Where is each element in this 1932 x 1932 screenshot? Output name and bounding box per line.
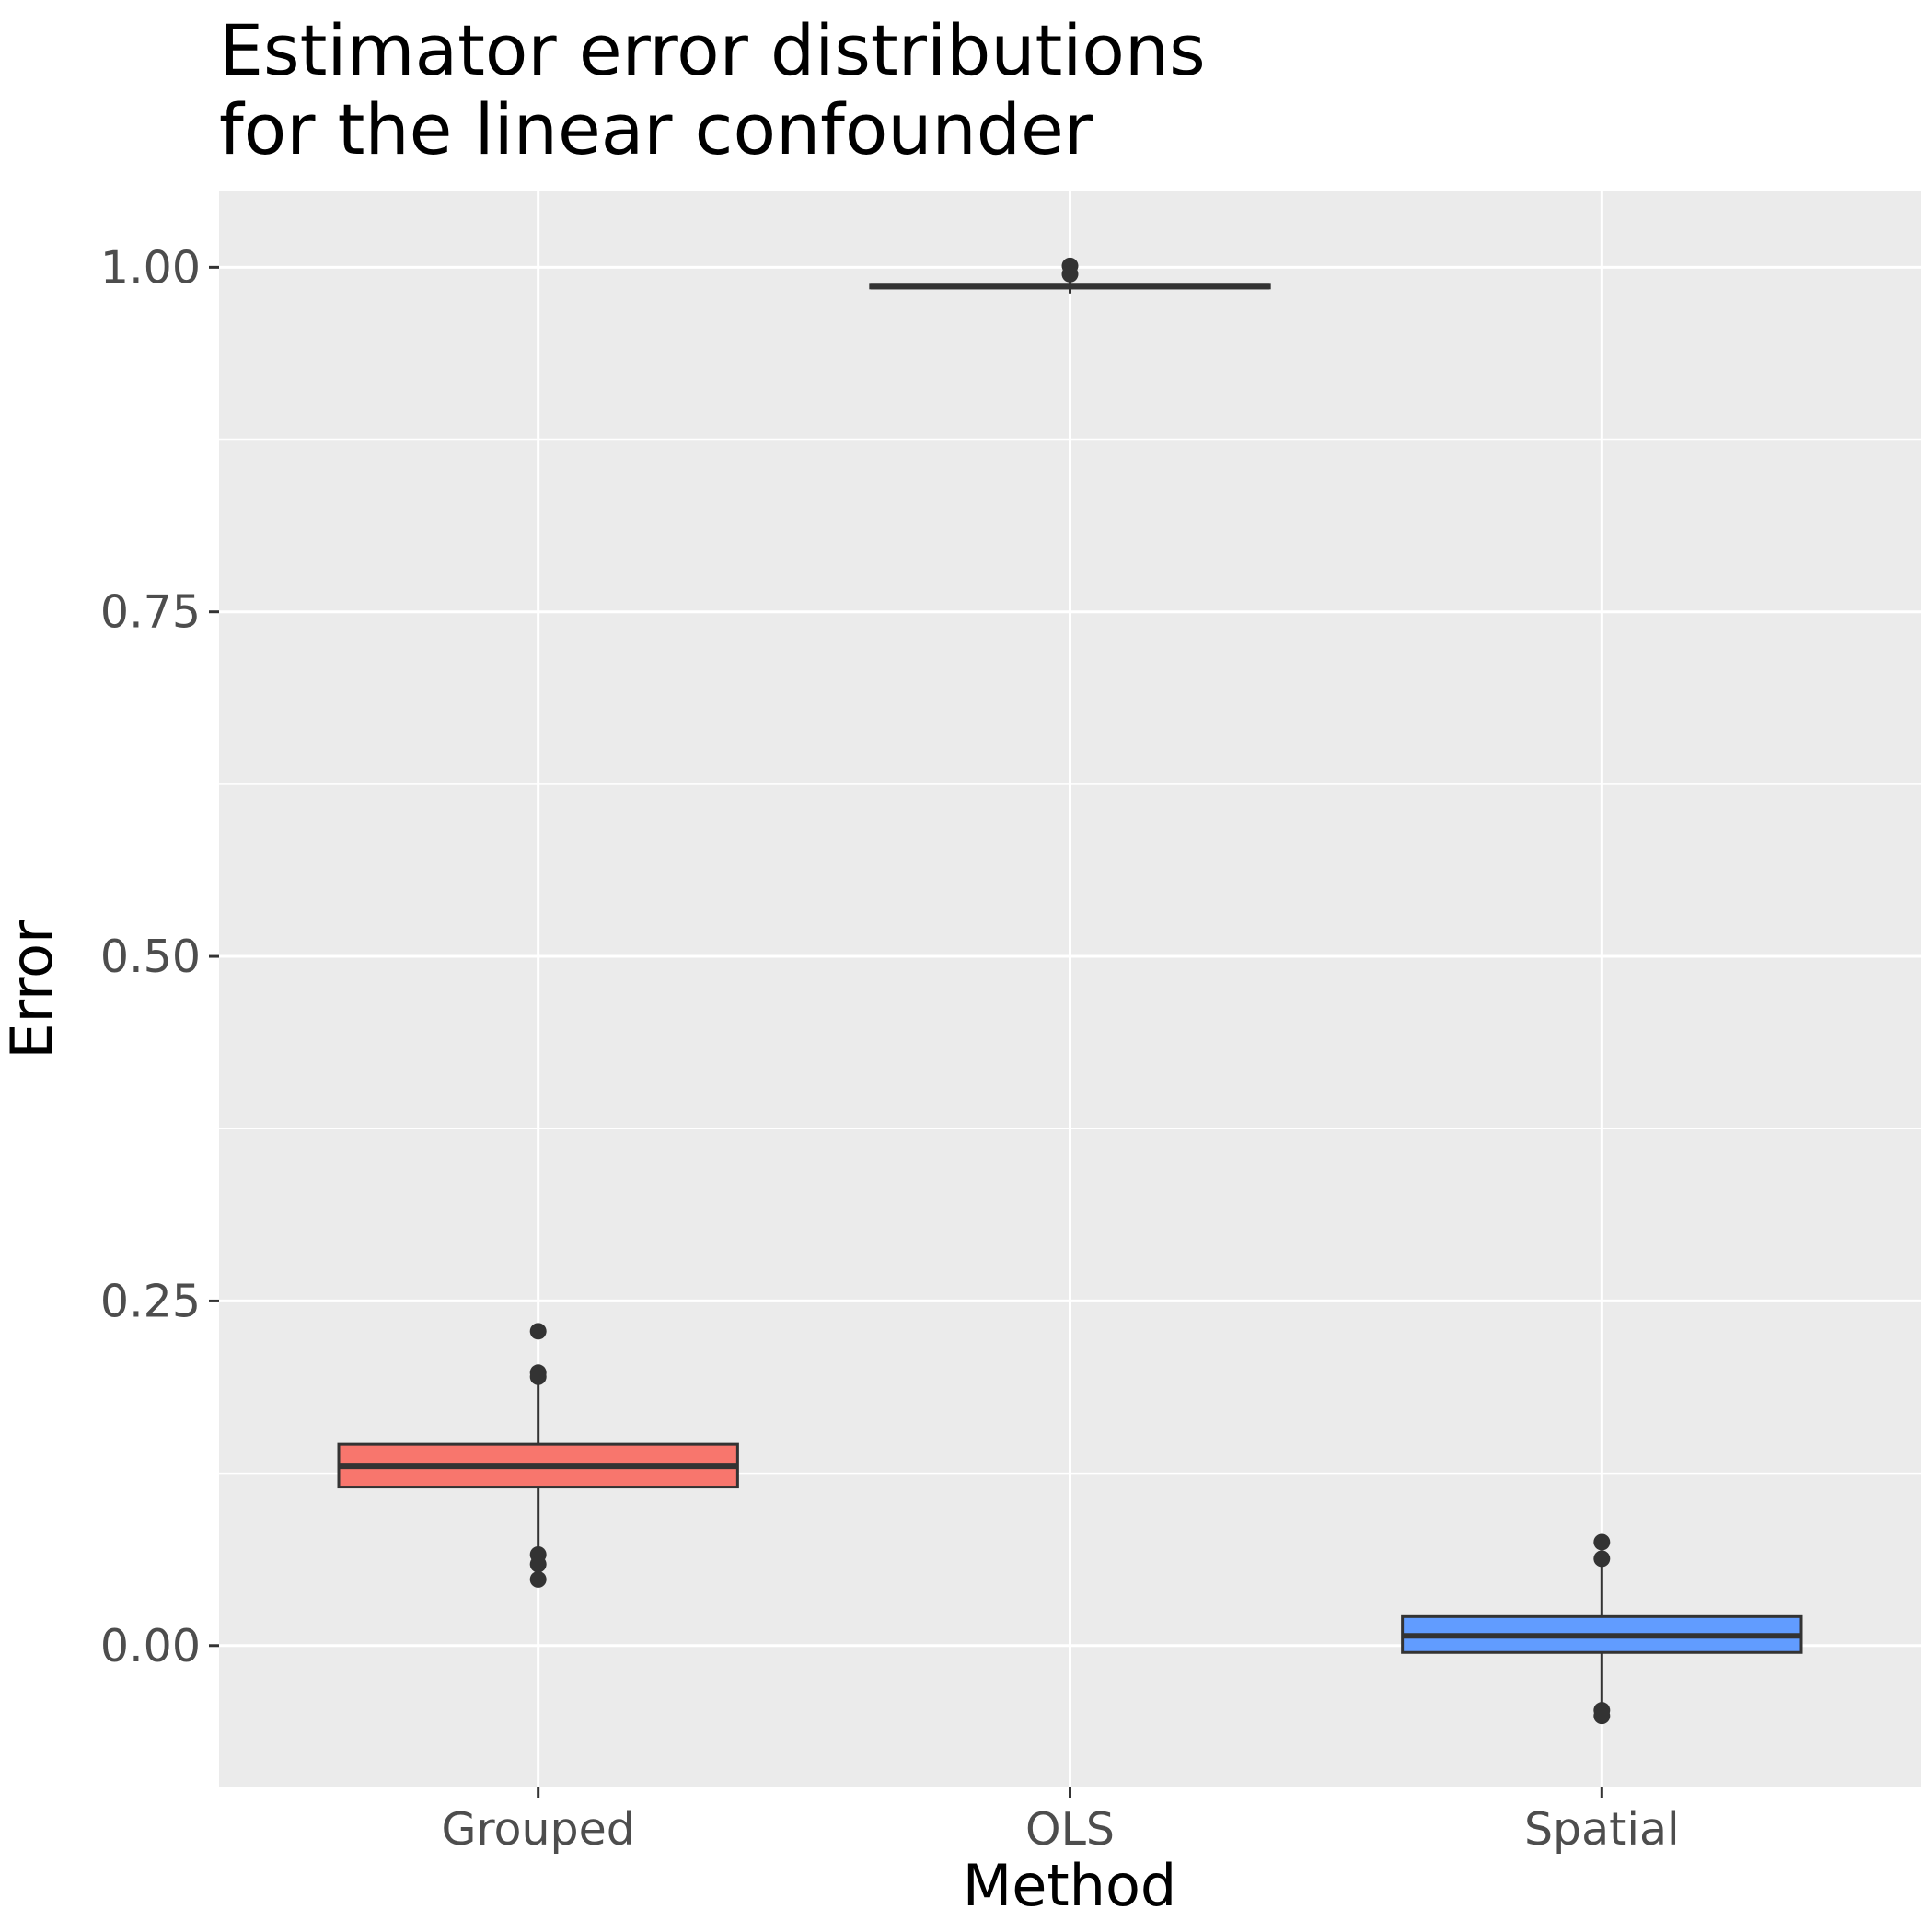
y-tick-label: 0.00 bbox=[100, 1620, 201, 1672]
x-tick-label: Spatial bbox=[1524, 1803, 1680, 1856]
outlier-point bbox=[529, 1368, 547, 1385]
outlier-point bbox=[1593, 1707, 1611, 1725]
box-spatial bbox=[1401, 1533, 1803, 1725]
y-tick-label: 0.75 bbox=[100, 586, 201, 639]
outlier-point bbox=[1061, 265, 1079, 283]
y-tick-label: 0.25 bbox=[100, 1275, 201, 1327]
y-tick-label: 0.50 bbox=[100, 931, 201, 983]
x-axis-title: Method bbox=[963, 1852, 1177, 1919]
boxes bbox=[337, 257, 1803, 1725]
outlier-point bbox=[529, 1570, 547, 1588]
chart-title-line-2: for the linear confounder bbox=[219, 88, 1093, 170]
outlier-point bbox=[529, 1323, 547, 1340]
axes: 0.00 0.25 0.50 0.75 1.00 Grouped OLS Spatial bbox=[100, 241, 1680, 1856]
chart-title-line-1: Estimator error distributions bbox=[219, 9, 1206, 91]
outlier-point bbox=[1593, 1533, 1611, 1551]
outlier-point bbox=[1593, 1550, 1611, 1568]
outlier-point bbox=[529, 1556, 547, 1573]
y-axis-title: Error bbox=[0, 920, 65, 1059]
x-tick-label: OLS bbox=[1025, 1803, 1115, 1856]
x-tick-label: Grouped bbox=[441, 1803, 634, 1856]
y-tick-label: 1.00 bbox=[100, 241, 201, 294]
box-ols bbox=[869, 257, 1271, 294]
box-grouped bbox=[337, 1323, 739, 1588]
